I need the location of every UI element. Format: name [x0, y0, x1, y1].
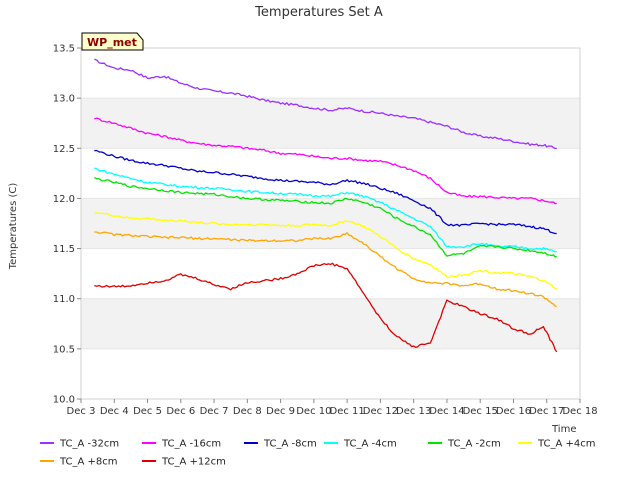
series-line-2 — [94, 149, 557, 235]
x-tick-label: Dec 10 — [296, 406, 331, 417]
legend-entry-label: TC_A -4cm — [343, 439, 397, 450]
x-tick-label: Dec 13 — [396, 406, 431, 417]
y-tick-label: 12.0 — [53, 194, 75, 205]
chart-title: Temperatures Set A — [254, 5, 383, 20]
x-tick-label: Dec 17 — [529, 406, 564, 417]
y-tick-label: 13.5 — [53, 44, 75, 55]
series-line-7 — [94, 262, 558, 353]
legend-entry-label: TC_A +8cm — [59, 457, 118, 468]
x-tick-label: Dec 12 — [363, 406, 398, 417]
plot-background — [80, 47, 581, 400]
x-tick-label: Dec 9 — [266, 406, 295, 417]
x-tick-label: Dec 16 — [496, 406, 531, 417]
grid-band — [81, 198, 580, 249]
x-tick-label: Dec 3 — [67, 406, 96, 417]
series-line-6 — [94, 231, 557, 308]
grid-band — [81, 98, 580, 149]
series-line-0 — [94, 58, 557, 150]
y-tick-label: 10.5 — [53, 344, 75, 355]
y-tick-label: 11.0 — [53, 294, 75, 305]
legend: TC_A -32cm TC_A -16cm TC_A -8cm TC_A -4cm TC… — [40, 439, 596, 468]
series-lines — [94, 58, 558, 353]
x-tick-label: Dec 7 — [200, 406, 229, 417]
y-axis: 10.0 10.5 11.0 11.5 12.0 12.5 13.0 13.5 — [53, 44, 81, 406]
x-tick-label: Dec 11 — [330, 406, 365, 417]
grid-band — [81, 298, 580, 349]
series-line-5 — [94, 212, 557, 290]
legend-entry-label: TC_A -8cm — [263, 439, 317, 450]
series-line-1 — [94, 117, 557, 205]
legend-entry-label: TC_A -16cm — [161, 439, 221, 450]
plot-frame — [80, 47, 581, 400]
x-tick-label: Dec 5 — [133, 406, 162, 417]
y-tick-label: 12.5 — [53, 144, 75, 155]
legend-entry-label: TC_A -2cm — [447, 439, 501, 450]
x-tick-label: Dec 15 — [463, 406, 498, 417]
y-tick-label: 13.0 — [53, 94, 75, 105]
y-tick-label: 11.5 — [53, 244, 75, 255]
x-axis: Dec 3 Dec 4 Dec 5 Dec 6 Dec 7 Dec 8 Dec 9 Dec 1… — [67, 399, 598, 417]
legend-entry-label: TC_A +12cm — [161, 457, 226, 468]
y-axis-label: Temperatures (C) — [8, 183, 19, 271]
x-tick-label: Dec 8 — [233, 406, 262, 417]
y-tick-label: 10.0 — [53, 395, 75, 406]
wp-met-badge: WP_met — [81, 32, 144, 51]
x-tick-label: Dec 18 — [562, 406, 597, 417]
x-tick-label: Dec 4 — [100, 406, 129, 417]
x-tick-label: Dec 6 — [166, 406, 195, 417]
badge-label: WP_met — [87, 36, 137, 49]
legend-entry-label: TC_A +4cm — [537, 439, 596, 450]
series-line-4 — [94, 177, 557, 258]
legend-entry-label: TC_A -32cm — [59, 439, 119, 450]
x-tick-label: Dec 14 — [429, 406, 464, 417]
x-axis-label: Time — [551, 424, 576, 435]
series-line-3 — [94, 167, 557, 253]
